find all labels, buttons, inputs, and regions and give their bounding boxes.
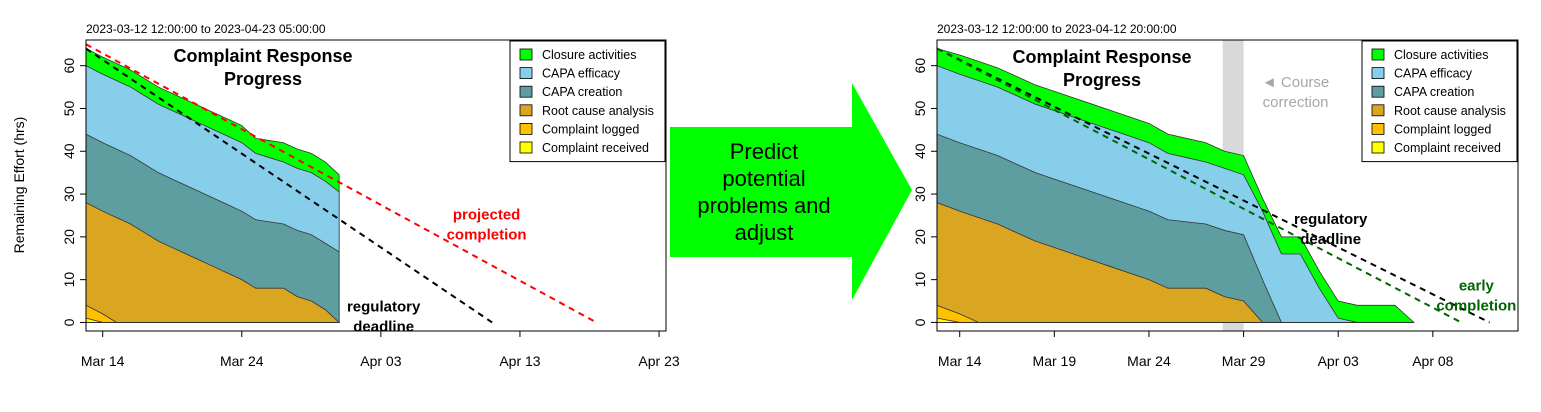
y-tick-label: 20 xyxy=(61,229,77,245)
right-subtitle: 2023-03-12 12:00:00 to 2023-04-12 20:00:… xyxy=(937,22,1177,36)
x-tick-label: Apr 03 xyxy=(1318,353,1359,369)
left-area-layers xyxy=(85,47,341,323)
y-axis-label: Remaining Effort (hrs) xyxy=(11,117,27,254)
y-tick-label: 0 xyxy=(912,318,928,326)
left-dashed-lines xyxy=(85,43,597,324)
left-x-axis: Mar 14 Mar 24 Apr 03 Apr 13 Apr 23 xyxy=(81,331,680,369)
course-correction-label: correction xyxy=(1263,94,1329,111)
legend-label-root-cause-analysis: Root cause analysis xyxy=(542,104,654,118)
left-plot-frame xyxy=(85,39,667,332)
legend-swatch-closure-activities xyxy=(519,48,533,61)
legend-box xyxy=(1361,40,1518,163)
legend-swatch-closure-activities xyxy=(1371,48,1385,61)
x-tick-label: Mar 29 xyxy=(1222,353,1266,369)
area-complaint-received xyxy=(936,317,1414,323)
legend-swatch-capa-creation xyxy=(1371,85,1385,98)
legend-swatch-complaint-logged xyxy=(519,123,533,135)
projected-completion-line xyxy=(85,43,597,324)
right-annotations: regulatory deadline early completion xyxy=(1294,211,1516,314)
legend-label-closure-activities: Closure activities xyxy=(542,48,636,62)
left-subtitle: 2023-03-12 12:00:00 to 2023-04-23 05:00:… xyxy=(86,22,326,36)
y-tick-label: 60 xyxy=(912,58,928,74)
predict-arrow: Predict potential problems and adjust xyxy=(670,83,912,300)
legend-swatch-complaint-received xyxy=(519,141,533,154)
legend-box xyxy=(509,40,666,163)
y-tick-label: 60 xyxy=(61,58,77,74)
right-y-axis: 0 10 20 30 40 50 60 xyxy=(912,58,937,326)
annotation-regulatory-deadline: deadline xyxy=(1300,231,1361,248)
legend-label-capa-efficacy: CAPA efficacy xyxy=(1394,67,1473,81)
left-chart-title-line1: Complaint Response xyxy=(173,46,352,66)
right-plot-frame xyxy=(936,39,1519,332)
x-tick-label: Apr 13 xyxy=(499,353,540,369)
x-tick-label: Mar 24 xyxy=(1127,353,1171,369)
area-complaint-received xyxy=(85,317,340,323)
y-tick-label: 30 xyxy=(61,186,77,202)
right-x-axis: Mar 14 Mar 19 Mar 24 Mar 29 Apr 03 Apr 08 xyxy=(938,331,1454,369)
left-chart: 2023-03-12 12:00:00 to 2023-04-23 05:00:… xyxy=(11,22,680,369)
x-tick-label: Mar 14 xyxy=(81,353,125,369)
legend-label-root-cause-analysis: Root cause analysis xyxy=(1394,104,1506,118)
right-dashed-lines xyxy=(936,47,1491,324)
arrow-text-line1: Predict xyxy=(730,139,798,164)
legend-swatch-complaint-received xyxy=(1371,141,1385,154)
legend-swatch-capa-efficacy xyxy=(519,67,533,80)
y-tick-label: 10 xyxy=(61,272,77,288)
y-tick-label: 50 xyxy=(61,100,77,116)
arrow-text-line4: adjust xyxy=(735,220,794,245)
legend-label-complaint-logged: Complaint logged xyxy=(542,122,639,136)
legend-label-closure-activities: Closure activities xyxy=(1394,48,1488,62)
x-tick-label: Mar 24 xyxy=(220,353,264,369)
left-legend: Closure activities CAPA efficacy CAPA crea… xyxy=(509,40,666,163)
annotation-early-completion: early xyxy=(1459,277,1495,294)
legend-label-capa-creation: CAPA creation xyxy=(542,85,622,99)
legend-label-capa-creation: CAPA creation xyxy=(1394,85,1474,99)
annotation-regulatory-deadline: regulatory xyxy=(347,299,421,316)
x-tick-label: Apr 03 xyxy=(360,353,401,369)
left-chart-title-line2: Progress xyxy=(224,69,302,89)
arrow-text-line2: potential xyxy=(722,166,805,191)
right-area-layers xyxy=(936,48,1415,323)
x-tick-label: Mar 19 xyxy=(1033,353,1077,369)
legend-swatch-root-cause-analysis xyxy=(1371,104,1385,117)
y-tick-label: 30 xyxy=(912,186,928,202)
right-chart-title-line2: Progress xyxy=(1063,70,1141,90)
y-tick-label: 50 xyxy=(912,100,928,116)
legend-swatch-capa-efficacy xyxy=(1371,67,1385,80)
annotation-regulatory-deadline: deadline xyxy=(353,319,414,336)
y-tick-label: 0 xyxy=(61,318,77,326)
right-chart: 2023-03-12 12:00:00 to 2023-04-12 20:00:… xyxy=(912,22,1519,369)
y-tick-label: 10 xyxy=(912,272,928,288)
right-chart-title-line1: Complaint Response xyxy=(1012,47,1191,67)
legend-swatch-capa-creation xyxy=(519,85,533,98)
annotation-early-completion: completion xyxy=(1436,297,1516,314)
area-root-cause-analysis xyxy=(85,201,341,323)
legend-swatch-root-cause-analysis xyxy=(519,104,533,117)
x-tick-label: Mar 14 xyxy=(938,353,982,369)
regulatory-deadline-line xyxy=(936,47,1491,324)
arrow-text-line3: problems and xyxy=(697,193,830,218)
annotation-projected-completion: projected xyxy=(453,207,521,224)
legend-swatch-complaint-logged xyxy=(1371,123,1385,135)
regulatory-deadline-line xyxy=(85,47,493,324)
y-tick-label: 20 xyxy=(912,229,928,245)
annotation-regulatory-deadline: regulatory xyxy=(1294,211,1368,228)
right-legend: Closure activities CAPA efficacy CAPA crea… xyxy=(1361,40,1518,163)
legend-label-complaint-received: Complaint received xyxy=(1394,141,1501,155)
y-tick-label: 40 xyxy=(912,143,928,159)
legend-label-complaint-logged: Complaint logged xyxy=(1394,122,1491,136)
legend-label-complaint-received: Complaint received xyxy=(542,141,649,155)
left-annotations: projected completion regulatory deadline xyxy=(347,207,527,336)
annotation-projected-completion: completion xyxy=(447,227,527,244)
x-tick-label: Apr 08 xyxy=(1412,353,1453,369)
course-correction-label: ◄ Course xyxy=(1262,74,1329,91)
legend-label-capa-efficacy: CAPA efficacy xyxy=(542,67,621,81)
arrow-shape xyxy=(670,83,912,300)
left-y-axis: 0 10 20 30 40 50 60 xyxy=(61,58,86,326)
y-tick-label: 40 xyxy=(61,143,77,159)
x-tick-label: Apr 23 xyxy=(638,353,679,369)
